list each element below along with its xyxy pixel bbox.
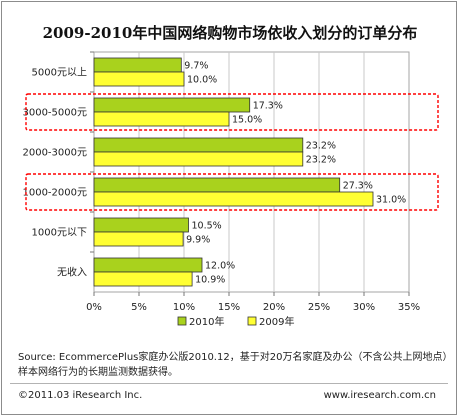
category-label: 2000-3000元	[22, 148, 87, 159]
bar-series-1	[93, 137, 304, 153]
category-label: 1000元以下	[32, 228, 87, 239]
data-label: 23.2%	[306, 141, 336, 152]
data-label: 9.9%	[186, 235, 210, 246]
data-label: 10.5%	[192, 221, 222, 232]
x-tick-label: 30%	[353, 302, 375, 313]
chart-title: 2009-2010年中国网络购物市场依收入划分的订单分布	[42, 24, 418, 42]
legend-swatch	[247, 316, 257, 326]
bar-series-2	[93, 111, 230, 127]
bar-series-2	[93, 151, 304, 167]
data-label: 15.0%	[232, 115, 262, 126]
data-label: 10.9%	[195, 275, 225, 286]
x-tick-label: 10%	[173, 302, 195, 313]
category-label: 3000-5000元	[22, 108, 87, 119]
copyright-text: ©2011.03 iResearch Inc.	[18, 390, 143, 401]
x-tick-label: 35%	[398, 302, 420, 313]
footer-divider	[10, 383, 448, 384]
bar-series-1	[93, 257, 203, 273]
plot-area	[93, 51, 410, 293]
data-label: 17.3%	[253, 101, 283, 112]
x-tick-label: 5%	[131, 302, 147, 313]
bar-series-2	[93, 191, 374, 207]
data-label: 9.7%	[184, 61, 208, 72]
legend-label: 2009年	[259, 315, 294, 328]
data-label: 10.0%	[187, 75, 217, 86]
bar-series-1	[93, 217, 189, 233]
highlight-box	[25, 93, 439, 131]
highlight-box	[25, 173, 439, 211]
category-label: 5000元以上	[32, 67, 87, 79]
legend-label: 2010年	[189, 315, 224, 328]
bar-series-2	[93, 271, 193, 287]
data-label: 23.2%	[306, 155, 336, 166]
data-label: 31.0%	[376, 195, 406, 206]
x-tick-label: 25%	[308, 302, 330, 313]
bar-series-2	[93, 71, 185, 87]
bar-series-1	[93, 97, 251, 113]
bar-series-2	[93, 231, 184, 247]
category-label: 1000-2000元	[22, 188, 87, 199]
data-label: 27.3%	[343, 181, 373, 192]
x-tick-label: 0%	[86, 302, 102, 313]
website-text: www.iresearch.com.cn	[323, 390, 436, 401]
category-label: 无收入	[57, 266, 87, 279]
x-tick-label: 15%	[218, 302, 240, 313]
legend-swatch	[177, 316, 187, 326]
data-label: 12.0%	[205, 261, 235, 272]
source-note: Source: EcommercePlus家庭办公版2010.12，基于对20万…	[18, 352, 448, 378]
x-tick-label: 20%	[263, 302, 285, 313]
bar-chart: 0% 5% 10% 15% 20% 25% 30% 35% 5000元以上 9.7% 10.0% 30…	[22, 51, 439, 328]
bar-series-1	[93, 57, 182, 73]
bar-series-1	[93, 177, 341, 193]
